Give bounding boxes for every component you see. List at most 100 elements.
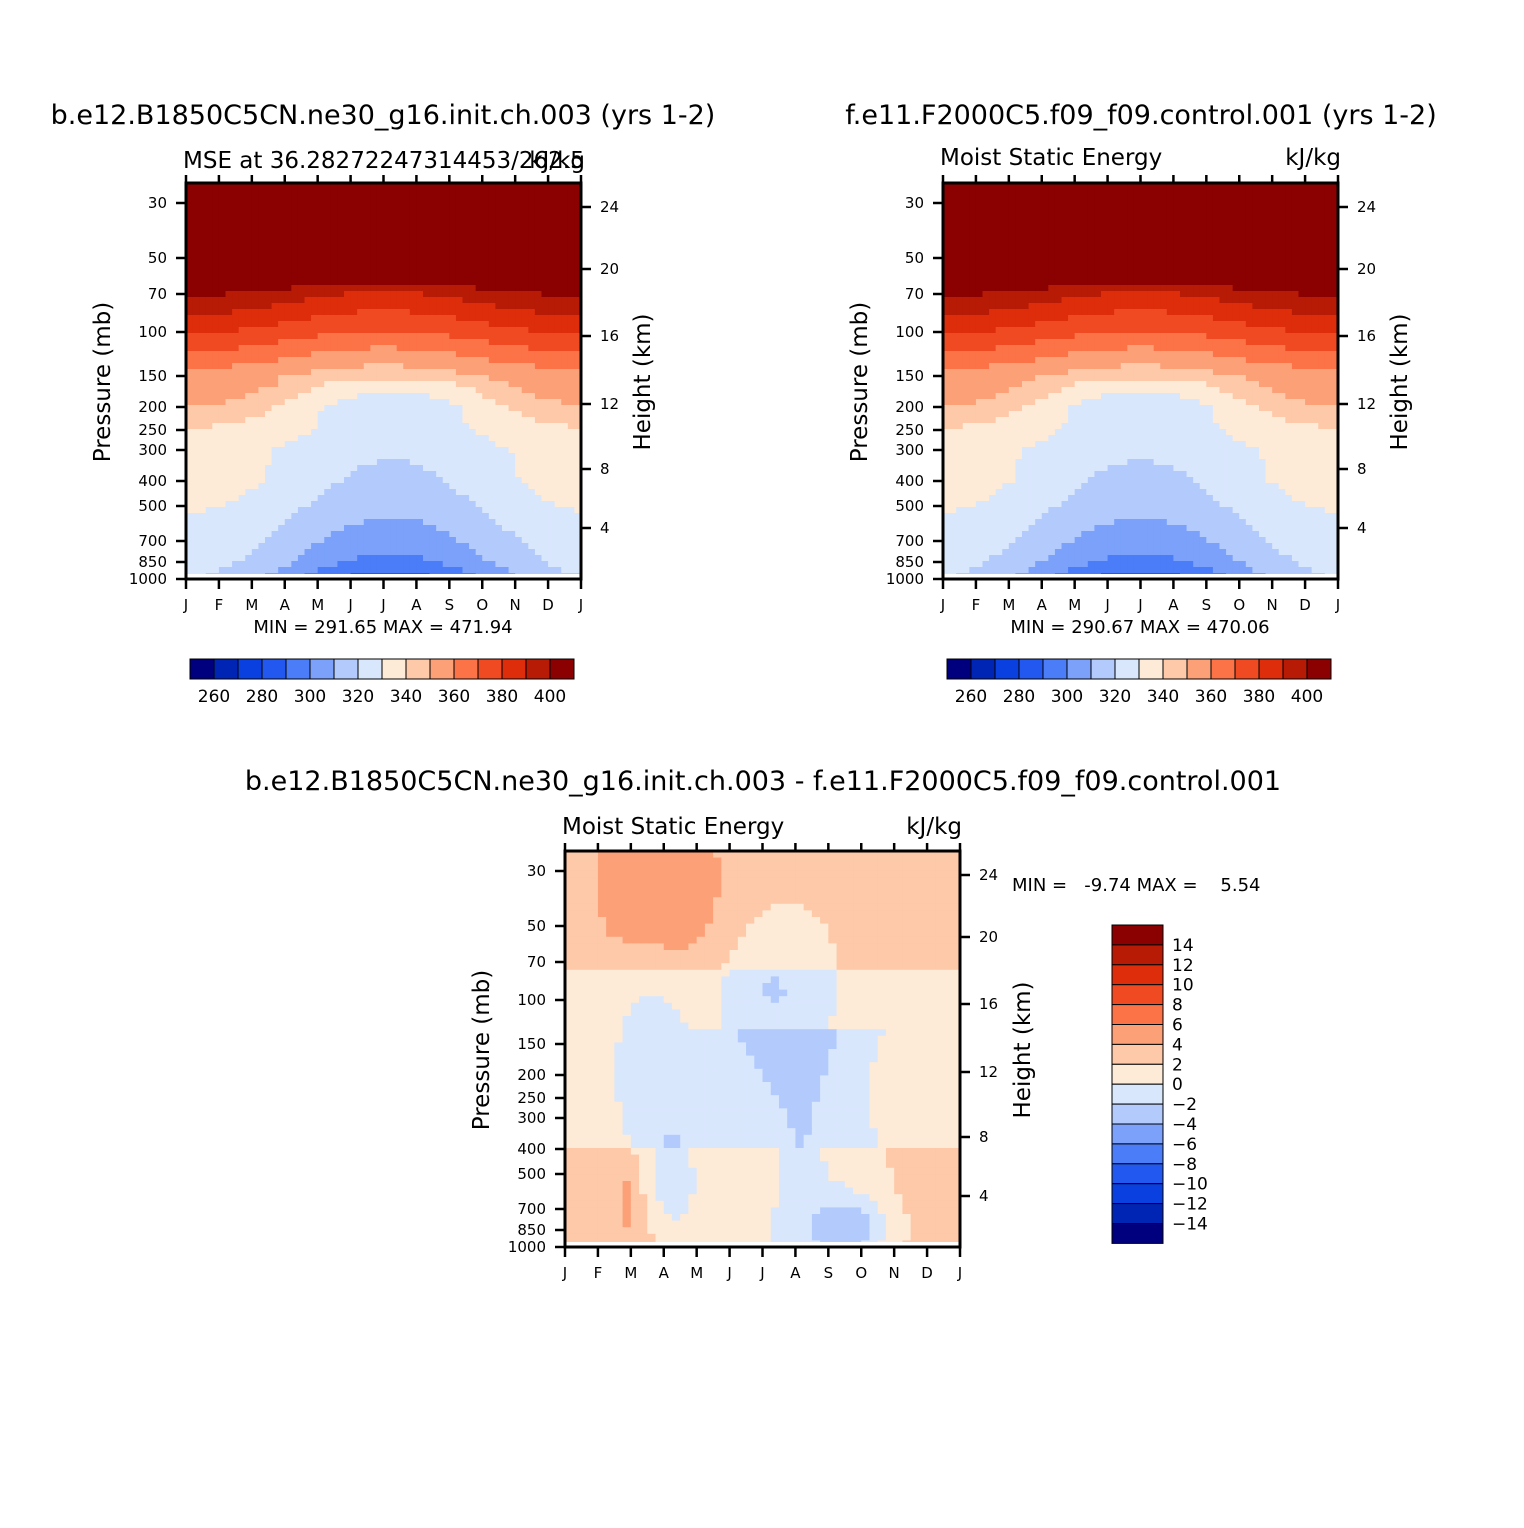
contour-cell xyxy=(443,327,450,334)
contour-cell xyxy=(311,423,318,430)
contour-cell xyxy=(206,561,213,568)
contour-cell xyxy=(364,405,371,412)
contour-cell xyxy=(482,369,489,376)
contour-cell xyxy=(285,369,292,376)
contour-cell xyxy=(561,447,568,454)
contour-cell xyxy=(416,465,423,472)
contour-cell xyxy=(219,477,226,484)
contour-cell xyxy=(1068,195,1075,202)
contour-cell xyxy=(1081,243,1088,250)
contour-cell xyxy=(212,387,219,394)
contour-cell xyxy=(377,537,384,544)
contour-cell xyxy=(1213,225,1220,232)
contour-cell xyxy=(285,375,292,382)
contour-cell xyxy=(1246,267,1253,274)
y2-tick-label: 24 xyxy=(600,198,619,216)
contour-cell xyxy=(252,507,259,514)
contour-cell xyxy=(206,285,213,292)
contour-cell xyxy=(489,243,496,250)
contour-cell xyxy=(1173,231,1180,238)
contour-cell xyxy=(449,495,456,502)
contour-cell xyxy=(1022,249,1029,256)
contour-cell xyxy=(245,243,252,250)
contour-cell xyxy=(311,411,318,418)
contour-cell xyxy=(443,447,450,454)
contour-cell xyxy=(232,327,239,334)
contour-cell xyxy=(305,447,312,454)
contour-cell xyxy=(199,285,206,292)
contour-cell xyxy=(436,249,443,256)
contour-cell xyxy=(989,219,996,226)
contour-cell xyxy=(384,561,391,568)
contour-cell xyxy=(423,261,430,268)
contour-cell xyxy=(390,465,397,472)
contour-cell xyxy=(495,447,502,454)
contour-cell xyxy=(232,207,239,214)
contour-cell xyxy=(1299,195,1306,202)
contour-cell xyxy=(1108,249,1115,256)
x-tick-label: J xyxy=(578,596,583,614)
contour-cell xyxy=(337,543,344,550)
contour-cell xyxy=(370,201,377,208)
contour-cell xyxy=(226,555,233,562)
contour-cell xyxy=(476,285,483,292)
contour-cell xyxy=(351,411,358,418)
contour-cell xyxy=(278,339,285,346)
contour-cell xyxy=(976,255,983,262)
contour-cell xyxy=(542,291,549,298)
contour-cell xyxy=(318,249,325,256)
contour-cell xyxy=(245,483,252,490)
contour-cell xyxy=(245,381,252,388)
contour-cell xyxy=(285,441,292,448)
contour-cell xyxy=(252,453,259,460)
contour-cell xyxy=(522,477,529,484)
contour-cell xyxy=(443,567,450,574)
contour-cell xyxy=(509,297,516,304)
contour-cell xyxy=(528,237,535,244)
contour-cell xyxy=(1094,189,1101,196)
contour-cell xyxy=(568,555,575,562)
contour-cell xyxy=(397,495,404,502)
contour-cell xyxy=(239,339,246,346)
contour-cell xyxy=(1002,255,1009,262)
contour-cell xyxy=(436,225,443,232)
contour-cell xyxy=(357,339,364,346)
contour-cell xyxy=(548,489,555,496)
contour-cell xyxy=(482,285,489,292)
contour-cell xyxy=(495,279,502,286)
contour-cell xyxy=(535,273,542,280)
contour-cell xyxy=(337,435,344,442)
contour-cell xyxy=(193,333,200,340)
contour-cell xyxy=(1206,261,1213,268)
contour-cell xyxy=(252,411,259,418)
contour-cell xyxy=(272,501,279,508)
contour-cell xyxy=(542,549,549,556)
contour-cell xyxy=(285,555,292,562)
contour-cell xyxy=(344,393,351,400)
contour-cell xyxy=(515,537,522,544)
contour-cell xyxy=(416,423,423,430)
contour-cell xyxy=(298,339,305,346)
contour-cell xyxy=(239,333,246,340)
contour-cell xyxy=(522,345,529,352)
contour-cell xyxy=(430,363,437,370)
contour-cell xyxy=(1213,261,1220,268)
contour-cell xyxy=(1055,219,1062,226)
contour-cell xyxy=(199,303,206,310)
contour-cell xyxy=(436,399,443,406)
contour-cell xyxy=(1226,237,1233,244)
contour-cell xyxy=(515,309,522,316)
contour-cell xyxy=(245,315,252,322)
contour-cell xyxy=(364,369,371,376)
contour-cell xyxy=(482,471,489,478)
colorbar-swatch xyxy=(382,659,406,679)
contour-cell xyxy=(568,477,575,484)
contour-cell xyxy=(193,471,200,478)
contour-cell xyxy=(318,387,325,394)
contour-cell xyxy=(436,483,443,490)
contour-cell xyxy=(1009,261,1016,268)
contour-cell xyxy=(502,219,509,226)
contour-cell xyxy=(1213,255,1220,262)
contour-cell xyxy=(535,417,542,424)
contour-cell xyxy=(212,531,219,538)
